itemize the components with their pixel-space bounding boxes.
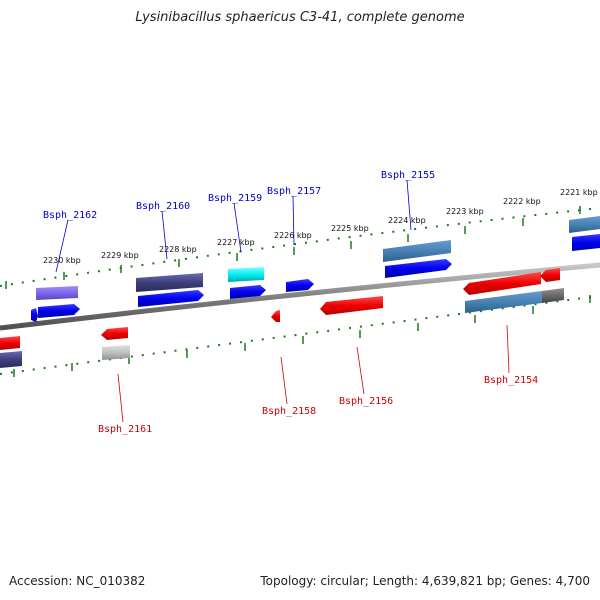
accession-text: Accession: NC_010382 xyxy=(9,574,146,588)
gene-label-bsph-2162[interactable]: Bsph_2162 xyxy=(43,210,97,221)
gene-feature-cog-2154 xyxy=(465,291,542,313)
gene-arrow-reverse-2158 xyxy=(271,310,280,322)
gene-label-bsph-2154[interactable]: Bsph_2154 xyxy=(484,375,538,386)
bottom-label-leaders xyxy=(117,324,510,423)
gene-feature-cog-2160 xyxy=(136,273,203,292)
genome-backbone xyxy=(0,262,600,331)
gene-arrow-forward-2162 xyxy=(38,304,80,318)
gene-arrow-reverse-2161 xyxy=(101,327,128,340)
scale-label-2229: 2229 kbp xyxy=(101,251,139,260)
gene-label-bsph-2156[interactable]: Bsph_2156 xyxy=(339,396,393,407)
gene-arrow-forward-right xyxy=(572,234,600,251)
gene-feature-cog-2161 xyxy=(102,345,130,360)
gene-arrow-forward-2160 xyxy=(138,290,204,307)
genome-summary-text: Topology: circular; Length: 4,639,821 bp… xyxy=(260,574,590,588)
gene-feature-cog-2154-tail xyxy=(542,288,564,303)
gene-label-bsph-2158[interactable]: Bsph_2158 xyxy=(262,406,316,417)
gene-feature-cog-2162 xyxy=(36,286,78,300)
top-label-leaders xyxy=(55,179,412,273)
lower-scale-track xyxy=(0,295,600,375)
scale-label-2225: 2225 kbp xyxy=(331,224,369,233)
scale-label-2224: 2224 kbp xyxy=(388,216,426,225)
map-title: Lysinibacillus sphaericus C3-41, complet… xyxy=(135,10,465,25)
gene-label-bsph-2157[interactable]: Bsph_2157 xyxy=(267,186,321,197)
scale-label-2222: 2222 kbp xyxy=(503,197,541,206)
gene-arrow-forward-2157 xyxy=(286,279,314,292)
scale-label-2230: 2230 kbp xyxy=(43,256,81,265)
scale-label-2226: 2226 kbp xyxy=(274,231,312,240)
gene-arrow-reverse-2156 xyxy=(320,296,383,315)
lower-major-ticks xyxy=(13,295,591,377)
gene-arrow-forward-2155 xyxy=(385,259,452,278)
gene-label-bsph-2155[interactable]: Bsph_2155 xyxy=(381,170,435,181)
gene-feature-cog-left-bottom xyxy=(0,351,22,368)
gene-arrow-reverse-2154 xyxy=(463,272,541,295)
gene-arrow-reverse-right xyxy=(540,268,560,282)
gene-feature-cog-2159 xyxy=(228,267,264,282)
scale-label-2221: 2221 kbp xyxy=(560,188,598,197)
scale-label-2223: 2223 kbp xyxy=(446,207,484,216)
gene-arrow-forward-2159 xyxy=(230,285,266,299)
upper-major-ticks xyxy=(5,206,581,289)
scale-label-2228: 2228 kbp xyxy=(159,245,197,254)
scale-label-2227: 2227 kbp xyxy=(217,238,255,247)
gene-label-bsph-2159[interactable]: Bsph_2159 xyxy=(208,193,262,204)
gene-feature-cog-2155 xyxy=(383,240,451,262)
gene-arrow-reverse-left xyxy=(0,336,20,350)
gene-label-bsph-2161[interactable]: Bsph_2161 xyxy=(98,424,152,435)
gene-label-bsph-2160[interactable]: Bsph_2160 xyxy=(136,201,190,212)
gene-feature-cog-right xyxy=(569,216,600,233)
gene-arrow-forward-left-small xyxy=(31,308,38,322)
